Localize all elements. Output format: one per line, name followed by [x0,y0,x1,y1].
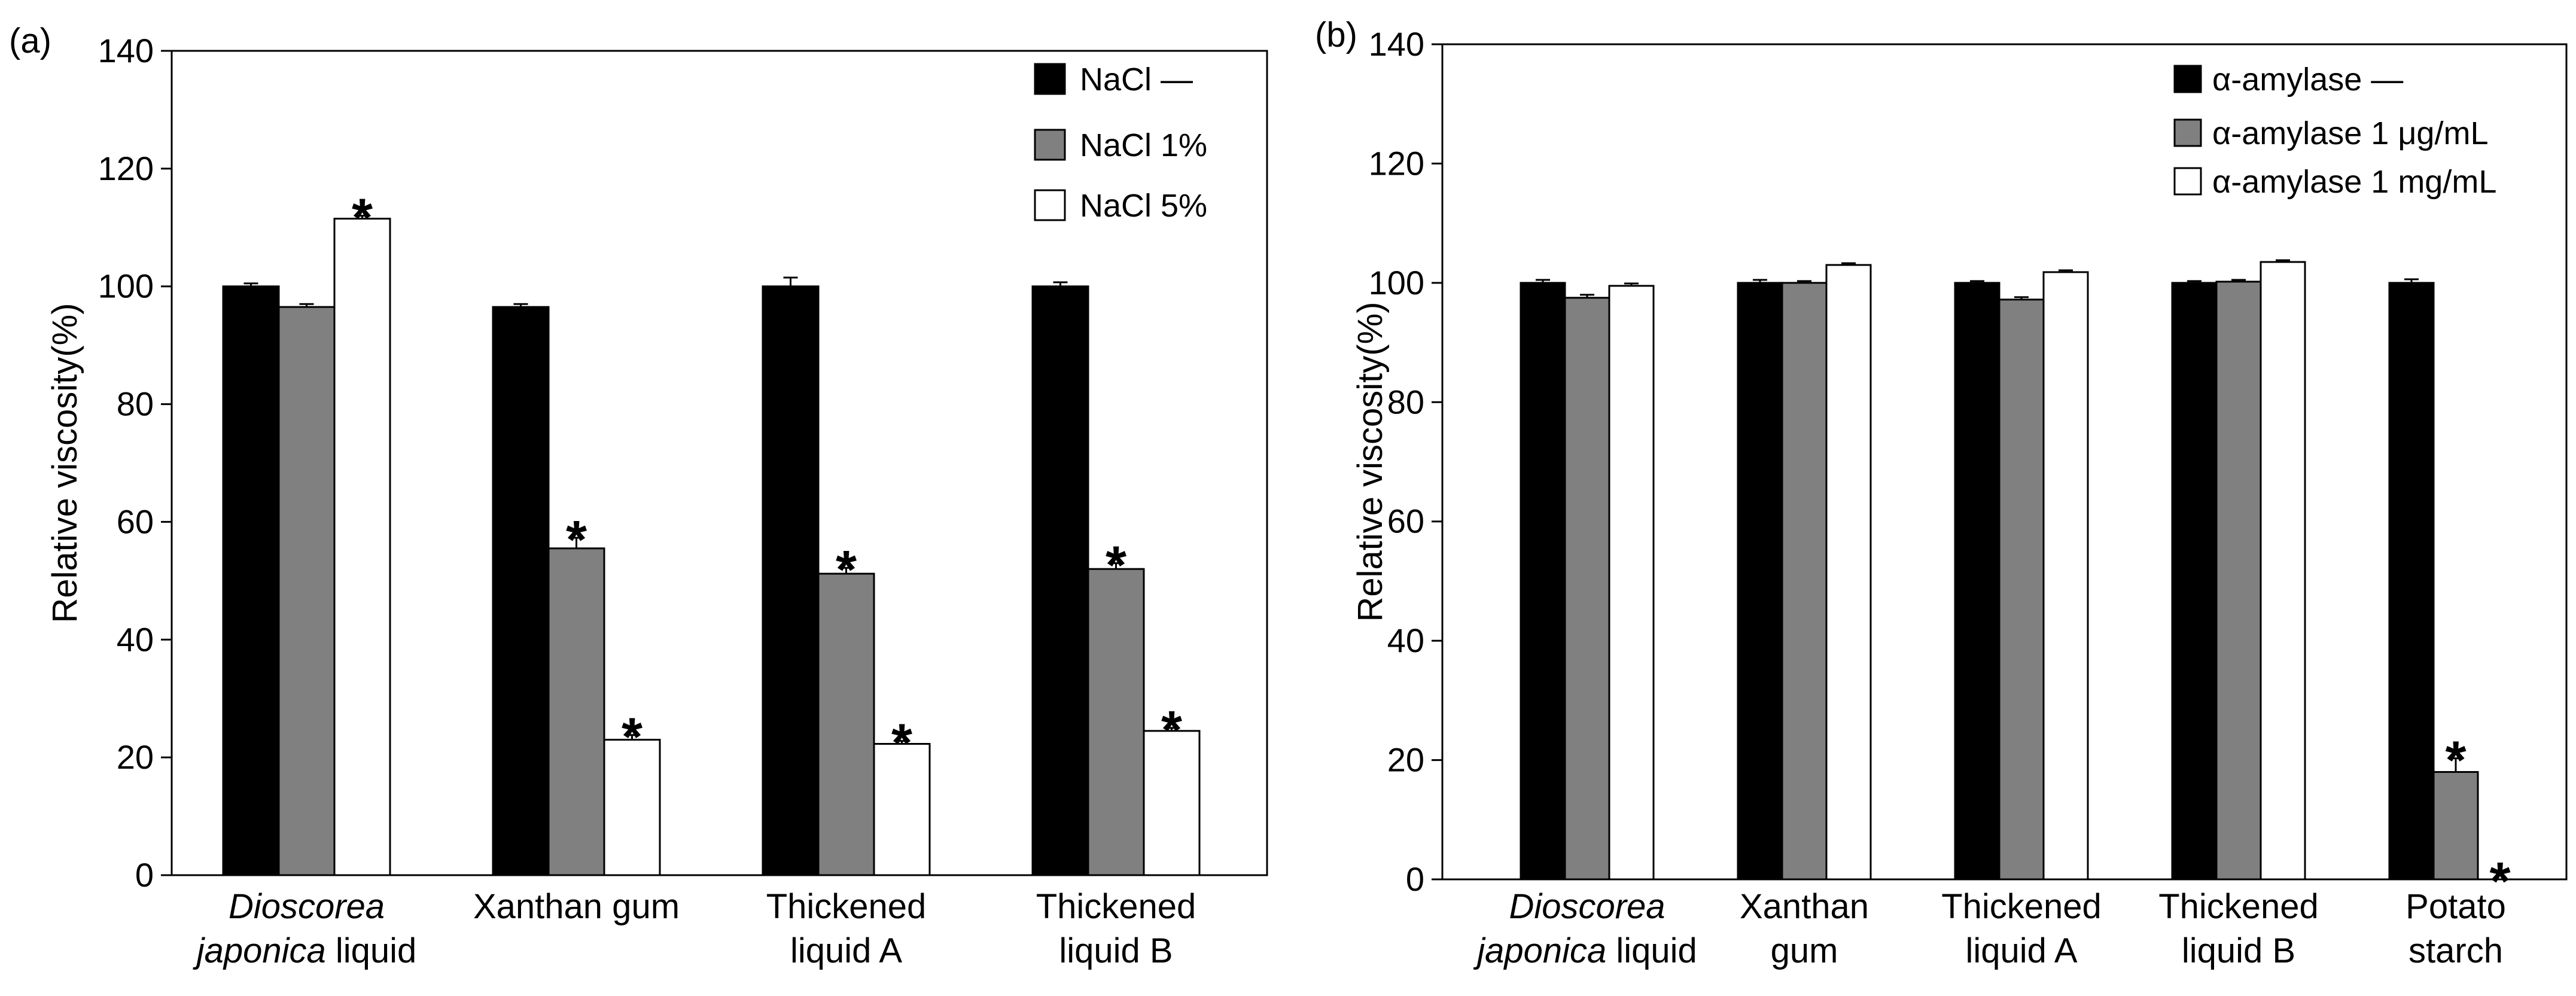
x-category-label: japonica liquid [1473,931,1697,970]
legend-label: NaCl 1% [1080,127,1207,163]
legend-swatch [2173,118,2202,147]
x-category-label: gum [1771,931,1838,970]
legend-label: NaCl 5% [1080,188,1207,224]
y-tick-label: 80 [117,385,154,423]
bar [1564,297,1610,881]
x-category-label: Dioscorea [229,887,385,926]
legend-a: NaCl — NaCl 1% NaCl 5% [1034,62,1207,224]
plot-frame-a [170,50,1268,876]
x-category-label: Thickened [766,887,927,926]
bar [2042,271,2089,881]
x-category-label: japonica liquid [193,931,417,970]
legend-label: α-amylase — [2212,62,2403,98]
y-axis-label-b: Relative viscosity(%) [1351,302,1390,622]
significance-marker: * [622,708,643,767]
y-tick-label: 60 [117,502,154,540]
y-tick-label: 120 [1369,144,1424,182]
y-tick-label: 0 [135,856,154,894]
y-tick-label: 140 [1369,25,1424,63]
y-tick-label: 100 [98,267,154,305]
significance-marker: * [891,714,912,773]
y-tick-label: 80 [1387,383,1424,421]
legend-label: α-amylase 1 μg/mL [2212,115,2488,151]
x-category-label: liquid B [2182,931,2295,970]
significance-marker: * [1161,700,1182,760]
significance-marker: * [836,540,857,600]
significance-marker: * [1106,535,1126,595]
y-tick-label: 100 [1369,264,1424,301]
x-category-label: Thickened [1941,887,2102,926]
bar [817,572,875,876]
bars-b: ** [1520,259,2511,912]
x-category-label: liquid B [1059,931,1173,970]
y-axis-label-a: Relative viscosity(%) [45,303,84,623]
legend-swatch [2173,167,2202,196]
panel-label-b: (b) [1315,16,1357,54]
bar [278,306,336,876]
y-tick-label: 20 [117,738,154,776]
bar [2215,281,2262,881]
panel-b-viscosity-amylase: (b) 0 20 40 60 80 100 120 140 Relative viscosity(… [1315,16,2568,970]
bar [1825,264,1872,881]
x-category-label: Xanthan gum [473,887,680,926]
bar [492,306,550,876]
bar [2432,771,2479,881]
y-tick-label: 0 [1406,860,1424,898]
y-tick-label: 140 [98,32,154,69]
bar [1608,285,1655,881]
significance-marker: * [2489,852,2510,912]
legend-label: α-amylase 1 mg/mL [2212,164,2496,200]
x-category-label: Potato [2406,887,2506,926]
bar [1781,282,1828,881]
x-category-label: liquid A [1965,931,2077,970]
legend-swatch [2173,65,2202,93]
x-category-label: starch [2408,931,2503,970]
y-tick-label: 120 [98,150,154,187]
panel-a-viscosity-nacl: (a) 0 20 40 60 80 100 120 140 Relative viscosity(… [9,22,1268,970]
bar [547,547,605,876]
y-tick-label: 60 [1387,502,1424,540]
legend-swatch [1034,63,1066,95]
bar [1737,282,1783,881]
x-category-label: Thickened [1036,887,1196,926]
bar [1954,282,2000,881]
bar [1031,285,1089,876]
legend-label: NaCl — [1080,62,1193,98]
bar [1087,568,1145,876]
legend-b: α-amylase — α-amylase 1 μg/mL α-amylase 1 … [2173,62,2496,200]
bar [2171,282,2218,881]
legend-swatch [1034,189,1066,221]
bar [1520,282,1566,881]
bars-a: * * * * * * * [222,188,1201,876]
bar [762,285,820,876]
bar [2388,282,2435,881]
y-tick-label: 40 [117,620,154,658]
x-category-label: Xanthan [1740,887,1869,926]
x-category-label: liquid A [790,931,902,970]
bar [603,739,661,876]
bar [1998,299,2045,881]
bar [222,285,280,876]
y-tick-label: 40 [1387,622,1424,659]
y-tick-label: 20 [1387,741,1424,779]
y-ticks-a: 0 20 40 60 80 100 120 140 [98,32,172,894]
x-category-label: Thickened [2158,887,2319,926]
bar [333,218,391,876]
significance-marker: * [2445,731,2466,791]
panel-label-a: (a) [9,22,51,60]
significance-marker: * [352,188,373,248]
bar [2260,261,2306,881]
legend-swatch [1034,129,1066,161]
y-ticks-b: 0 20 40 60 80 100 120 140 [1369,25,1442,898]
significance-marker: * [566,510,587,570]
x-category-label: Dioscorea [1509,887,1665,926]
